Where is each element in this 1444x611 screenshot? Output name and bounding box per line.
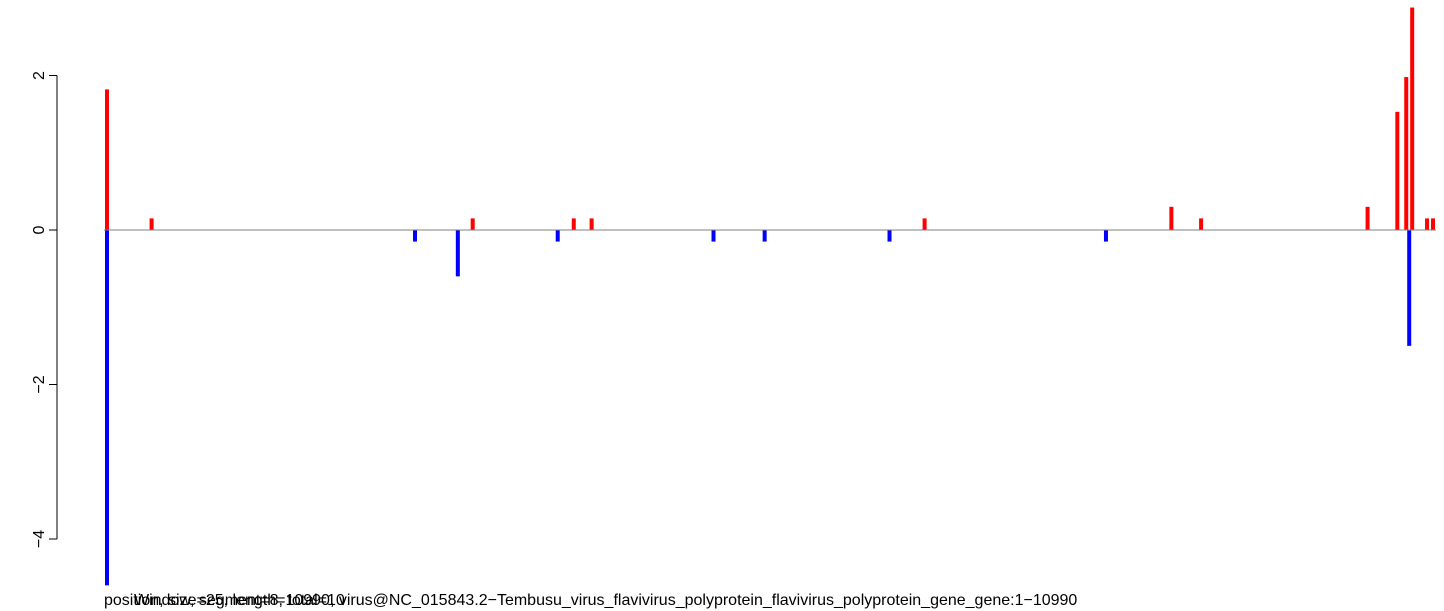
y-tick-label: −2 <box>31 375 48 393</box>
bar-positive <box>1365 206 1370 230</box>
bar-positive <box>105 89 109 230</box>
bar-negative <box>1407 230 1412 346</box>
bar-negative <box>711 230 716 242</box>
x-axis-label: position, size=25, length=10990, virus@N… <box>104 592 1077 609</box>
bar-negative <box>762 230 767 242</box>
x-axis-label-overlap: Window, segment=8, total=10 <box>134 592 345 609</box>
bar-positive <box>1199 218 1204 230</box>
bar-positive <box>1431 218 1435 230</box>
bar-negative <box>887 230 892 242</box>
bar-negative <box>413 230 418 242</box>
bar-positive <box>1410 7 1415 230</box>
y-tick-label: 2 <box>31 71 48 80</box>
bar-positive <box>1169 206 1174 230</box>
bars <box>105 7 1435 586</box>
y-tick-label: 0 <box>31 225 48 234</box>
bar-positive <box>922 218 927 230</box>
bar-negative <box>455 230 460 277</box>
bar-positive <box>470 218 475 230</box>
y-axis: −4 −2 0 2 <box>31 71 58 548</box>
bar-positive <box>1404 77 1409 230</box>
bar-negative <box>105 230 109 586</box>
bar-negative <box>1103 230 1108 242</box>
bar-positive <box>1395 111 1400 230</box>
bar-positive <box>571 218 576 230</box>
bar-negative <box>555 230 560 242</box>
bar-positive <box>589 218 594 230</box>
bar-positive <box>149 218 154 230</box>
y-tick-label: −4 <box>31 530 48 548</box>
bar-positive <box>1425 218 1430 230</box>
